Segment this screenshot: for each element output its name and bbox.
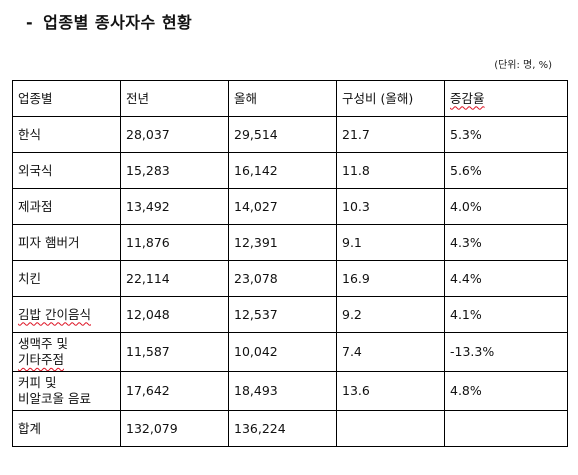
table-row: 외국식 15,283 16,142 11.8 5.6% xyxy=(12,152,568,189)
table-row: 제과점 13,492 14,027 10.3 4.0% xyxy=(12,188,568,225)
cell-curr: 29,514 xyxy=(228,116,337,153)
header-ratio: 구성비 (올해) xyxy=(336,80,445,117)
title-dash: - xyxy=(26,13,34,32)
cell-ratio: 11.8 xyxy=(336,152,445,189)
cell-category: 제과점 xyxy=(12,188,121,225)
table-row: 커피 및 비알코올 음료 17,642 18,493 13.6 4.8% xyxy=(12,371,568,411)
cell-curr: 10,042 xyxy=(228,332,337,372)
cell-ratio: 7.4 xyxy=(336,332,445,372)
table-row: 한식 28,037 29,514 21.7 5.3% xyxy=(12,116,568,153)
cell-prev: 11,876 xyxy=(120,224,229,261)
table-row: 김밥 간이음식 12,048 12,537 9.2 4.1% xyxy=(12,296,568,333)
cell-curr: 16,142 xyxy=(228,152,337,189)
cell-category-line2: 비알코올 음료 xyxy=(18,391,91,406)
table-row: 피자 햄버거 11,876 12,391 9.1 4.3% xyxy=(12,224,568,261)
cell-ratio: 13.6 xyxy=(336,371,445,411)
cell-prev: 17,642 xyxy=(120,371,229,411)
cell-prev: 132,079 xyxy=(120,410,229,447)
cell-change: 4.8% xyxy=(444,371,568,411)
cell-category: 커피 및 비알코올 음료 xyxy=(12,371,121,411)
cell-prev: 15,283 xyxy=(120,152,229,189)
header-change: 증감율 xyxy=(444,80,568,117)
cell-curr: 12,391 xyxy=(228,224,337,261)
cell-prev: 12,048 xyxy=(120,296,229,333)
cell-prev: 28,037 xyxy=(120,116,229,153)
cell-curr: 18,493 xyxy=(228,371,337,411)
cell-curr: 14,027 xyxy=(228,188,337,225)
cell-change: 5.6% xyxy=(444,152,568,189)
cell-category: 한식 xyxy=(12,116,121,153)
cell-change: 4.4% xyxy=(444,260,568,297)
cell-ratio xyxy=(336,410,445,447)
cell-change: -13.3% xyxy=(444,332,568,372)
cell-prev: 22,114 xyxy=(120,260,229,297)
cell-change: 4.1% xyxy=(444,296,568,333)
cell-change: 4.0% xyxy=(444,188,568,225)
cell-category-line1: 생맥주 및 xyxy=(18,336,68,351)
header-change-label: 증감율 xyxy=(450,90,485,106)
cell-category: 외국식 xyxy=(12,152,121,189)
cell-curr: 12,537 xyxy=(228,296,337,333)
title-text: 업종별 종사자수 현황 xyxy=(43,13,193,32)
table-row: 치킨 22,114 23,078 16.9 4.4% xyxy=(12,260,568,297)
cell-ratio: 9.2 xyxy=(336,296,445,333)
cell-ratio: 10.3 xyxy=(336,188,445,225)
cell-ratio: 9.1 xyxy=(336,224,445,261)
cell-change: 4.3% xyxy=(444,224,568,261)
header-category: 업종별 xyxy=(12,80,121,117)
table-total-row: 합계 132,079 136,224 xyxy=(12,410,568,447)
cell-category-line1: 커피 및 xyxy=(18,375,57,390)
table-header-row: 업종별 전년 올해 구성비 (올해) 증감율 xyxy=(12,80,568,117)
cell-change xyxy=(444,410,568,447)
cell-curr: 23,078 xyxy=(228,260,337,297)
cell-category-label: 김밥 간이음식 xyxy=(18,306,91,322)
cell-category-line2: 기타주점 xyxy=(18,352,65,367)
header-prev-year: 전년 xyxy=(120,80,229,117)
cell-prev: 13,492 xyxy=(120,188,229,225)
header-this-year: 올해 xyxy=(228,80,337,117)
cell-category: 피자 햄버거 xyxy=(12,224,121,261)
cell-ratio: 21.7 xyxy=(336,116,445,153)
cell-category: 김밥 간이음식 xyxy=(12,296,121,333)
cell-prev: 11,587 xyxy=(120,332,229,372)
unit-label: (단위: 명, %) xyxy=(494,60,552,71)
cell-curr: 136,224 xyxy=(228,410,337,447)
employee-table: 업종별 전년 올해 구성비 (올해) 증감율 한식 28,037 29,514 … xyxy=(12,80,568,447)
page-title: - 업종별 종사자수 현황 xyxy=(26,9,192,33)
table-row: 생맥주 및 기타주점 11,587 10,042 7.4 -13.3% xyxy=(12,332,568,372)
cell-change: 5.3% xyxy=(444,116,568,153)
cell-category: 합계 xyxy=(12,410,121,447)
cell-category: 치킨 xyxy=(12,260,121,297)
cell-category: 생맥주 및 기타주점 xyxy=(12,332,121,372)
cell-ratio: 16.9 xyxy=(336,260,445,297)
